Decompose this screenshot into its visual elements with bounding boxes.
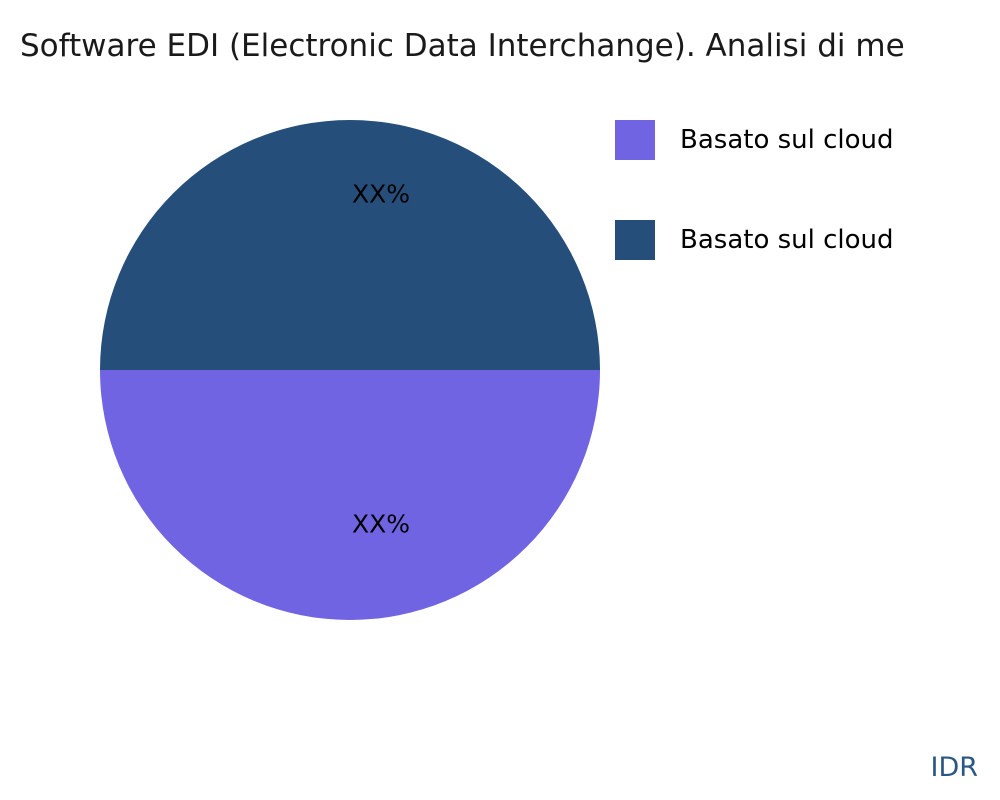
legend-swatch xyxy=(615,220,655,260)
legend-item: Basato sul cloud xyxy=(615,220,894,260)
slice-data-label: XX% xyxy=(351,179,411,209)
pie-chart: XX% XX% xyxy=(100,120,600,620)
chart-title: Software EDI (Electronic Data Interchang… xyxy=(20,28,905,64)
legend-swatch xyxy=(615,120,655,160)
legend-label: Basato sul cloud xyxy=(680,125,894,155)
legend: Basato sul cloud Basato sul cloud xyxy=(615,120,894,260)
legend-item: Basato sul cloud xyxy=(615,120,894,160)
slice-data-label: XX% xyxy=(351,509,411,539)
watermark-text: IDR xyxy=(930,752,978,783)
legend-label: Basato sul cloud xyxy=(680,225,894,255)
